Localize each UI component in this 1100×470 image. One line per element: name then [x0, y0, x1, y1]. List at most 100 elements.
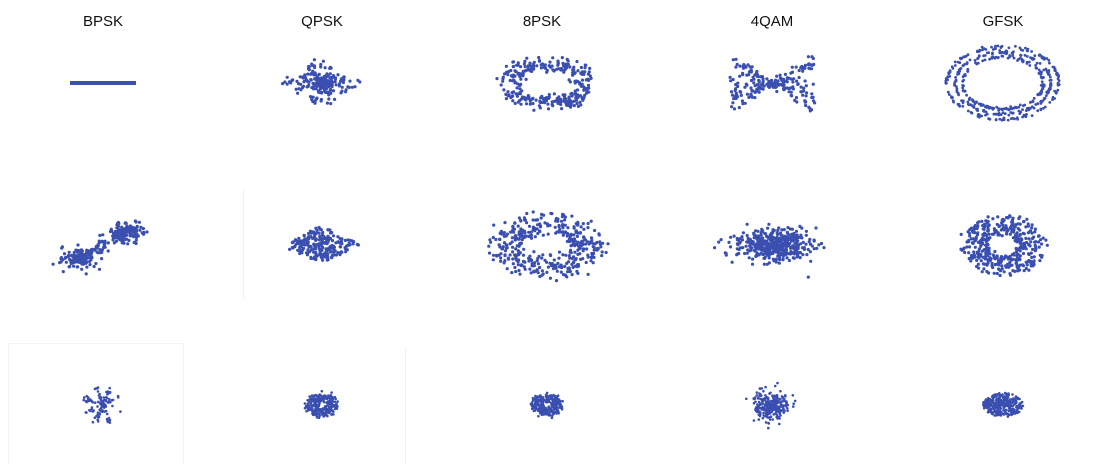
- constellation-point: [309, 231, 313, 235]
- constellation-point: [578, 231, 582, 235]
- constellation-point: [758, 387, 762, 390]
- constellation-point: [336, 235, 340, 239]
- constellation-panel-bpsk-row3: [3, 340, 203, 470]
- constellation-point: [325, 101, 329, 105]
- constellation-point: [533, 235, 537, 239]
- constellation-point: [310, 404, 314, 407]
- constellation-point: [792, 405, 795, 408]
- constellation-point: [142, 230, 146, 235]
- constellation-point: [791, 80, 795, 84]
- constellation-panel-qpsk-row2: [222, 180, 422, 310]
- constellation-point: [1033, 227, 1037, 231]
- constellation-point: [529, 230, 533, 234]
- constellation-point: [281, 82, 285, 86]
- constellation-point: [107, 416, 111, 420]
- constellation-point: [115, 234, 120, 238]
- constellation-point: [1013, 239, 1017, 243]
- constellation-point: [765, 77, 769, 81]
- constellation-point: [772, 404, 776, 407]
- constellation-point: [1007, 46, 1011, 50]
- constellation-point: [70, 253, 74, 257]
- constellation-point: [976, 255, 980, 259]
- constellation-point: [1023, 53, 1027, 57]
- constellation-point: [529, 257, 533, 262]
- constellation-point: [328, 228, 332, 232]
- constellation-point: [1048, 79, 1052, 82]
- constellation-point: [306, 72, 310, 76]
- constellation-point: [958, 61, 962, 65]
- constellation-point: [510, 271, 514, 275]
- constellation-point: [775, 401, 779, 405]
- constellation-point: [1057, 79, 1061, 83]
- constellation-point: [795, 100, 799, 104]
- constellation-point: [757, 240, 761, 244]
- constellation-point: [801, 253, 805, 257]
- constellation-point: [979, 252, 983, 257]
- constellation-point: [309, 248, 313, 252]
- constellation-point: [544, 99, 549, 103]
- constellation-point: [976, 231, 980, 235]
- constellation-point: [84, 272, 88, 276]
- constellation-point: [991, 52, 994, 56]
- constellation-point: [334, 406, 337, 410]
- constellation-point: [974, 61, 977, 65]
- constellation-point: [495, 77, 499, 81]
- panel-frame-divider: [405, 348, 407, 464]
- constellation-point: [754, 406, 758, 409]
- constellation-point: [745, 233, 749, 238]
- constellation-point: [542, 404, 545, 408]
- constellation-point: [1051, 98, 1054, 101]
- constellation-point: [974, 235, 978, 239]
- constellation-point: [804, 84, 808, 88]
- constellation-point: [308, 235, 312, 239]
- constellation-point: [515, 253, 519, 257]
- constellation-point: [946, 78, 949, 82]
- constellation-scatter: [982, 391, 1025, 418]
- constellation-point: [586, 253, 590, 257]
- constellation-scatter: [713, 222, 826, 279]
- constellation-point: [774, 260, 778, 264]
- constellation-point: [340, 89, 344, 93]
- constellation-point: [551, 267, 556, 271]
- constellation-point: [312, 394, 316, 398]
- constellation-point: [322, 234, 326, 238]
- constellation-point: [779, 236, 783, 240]
- constellation-point: [1009, 117, 1013, 120]
- constellation-point: [64, 260, 68, 264]
- constellation-point: [541, 97, 545, 101]
- constellation-point: [1012, 56, 1016, 60]
- constellation-point: [1013, 117, 1016, 121]
- constellation-point: [761, 400, 764, 403]
- constellation-point: [297, 82, 301, 86]
- constellation-point: [1025, 217, 1029, 221]
- constellation-point: [323, 74, 327, 78]
- constellation-point: [306, 67, 311, 71]
- constellation-point: [1000, 258, 1004, 262]
- constellation-point: [1020, 400, 1024, 404]
- constellation-point: [541, 396, 545, 399]
- constellation-point: [574, 96, 578, 100]
- constellation-point: [1004, 265, 1008, 269]
- constellation-point: [800, 64, 804, 69]
- constellation-point: [775, 232, 780, 236]
- constellation-point: [93, 416, 97, 419]
- constellation-point: [1013, 411, 1016, 414]
- constellation-point: [998, 117, 1002, 121]
- constellation-point: [969, 226, 974, 230]
- constellation-point: [289, 81, 293, 85]
- constellation-point: [997, 113, 1001, 117]
- constellation-scatter: [82, 386, 122, 424]
- constellation-point: [597, 233, 601, 237]
- constellation-point: [326, 239, 330, 243]
- constellation-point: [570, 273, 574, 277]
- constellation-point: [740, 99, 744, 103]
- constellation-point: [1024, 236, 1028, 240]
- constellation-point: [524, 234, 528, 238]
- constellation-point: [1019, 54, 1023, 57]
- constellation-point: [992, 256, 996, 260]
- constellation-point: [573, 239, 577, 243]
- constellation-point: [755, 394, 759, 397]
- constellation-point: [516, 224, 520, 228]
- constellation-point: [787, 252, 791, 256]
- constellation-point: [537, 59, 542, 63]
